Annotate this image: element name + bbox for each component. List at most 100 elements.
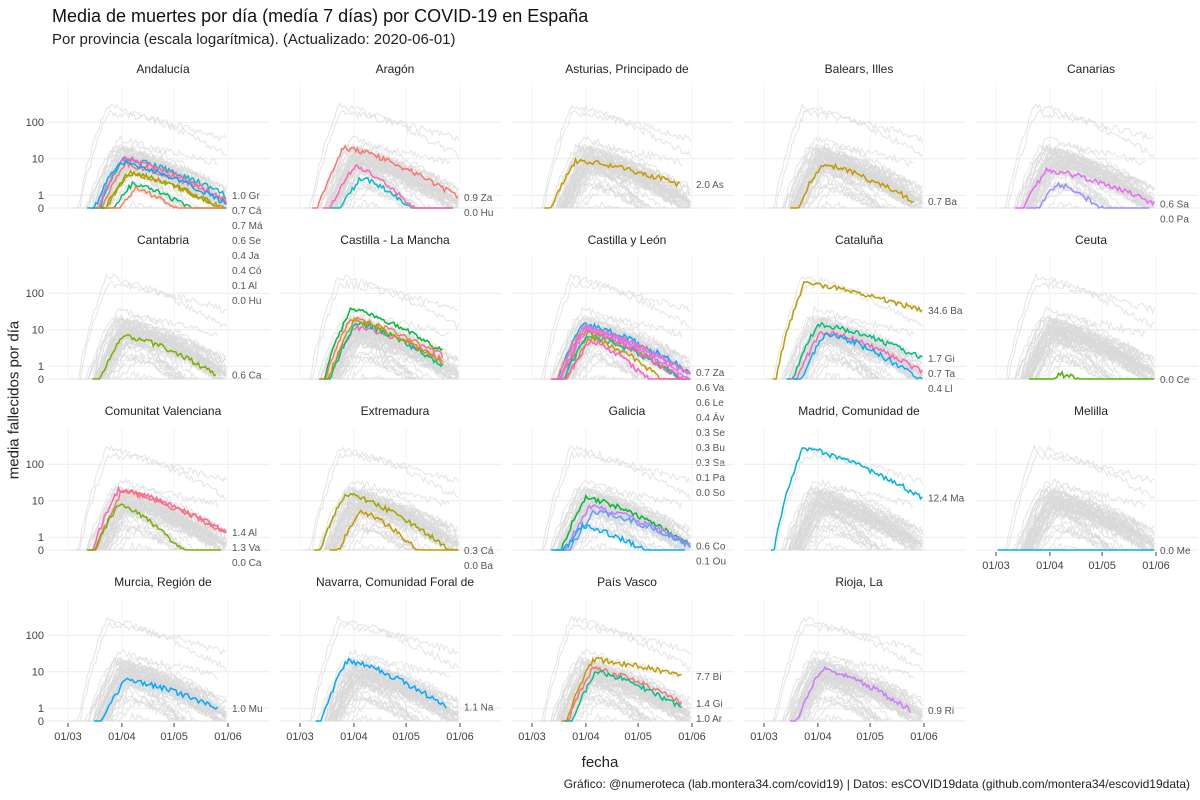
panel-title: Cataluña — [835, 233, 883, 247]
end-label: 0.6 Co — [696, 541, 726, 552]
background-line — [75, 616, 227, 722]
x-tick-label: 01/05 — [160, 731, 188, 743]
background-line — [1003, 444, 1155, 551]
background-line — [540, 109, 691, 209]
series-line — [790, 162, 914, 209]
end-label: 0.4 Ll — [928, 384, 952, 395]
series-line — [790, 665, 911, 722]
end-label: 1.4 Gi — [696, 699, 723, 710]
background-line — [101, 327, 218, 380]
background-line — [1015, 478, 1139, 551]
chart-title: Media de muertes por día (medía 7 días) … — [52, 6, 589, 26]
series-line — [87, 159, 227, 209]
series-line — [554, 493, 691, 551]
background-line — [797, 668, 914, 722]
x-tick-label: 01/03 — [750, 731, 778, 743]
x-tick-label: 01/03 — [982, 560, 1010, 572]
background-line — [779, 484, 911, 551]
series-line — [544, 156, 680, 209]
background-line — [1025, 323, 1146, 380]
panel-title: Andalucía — [136, 62, 190, 76]
background-line — [793, 664, 915, 722]
series-line — [312, 144, 459, 209]
panel-extremadura: Extremadura 0.3 Cá 0.0 Ba — [280, 404, 502, 572]
y-tick-label: 0 — [38, 203, 44, 215]
background-line — [97, 495, 218, 551]
background-line — [771, 103, 923, 209]
x-tick-label: 01/06 — [214, 731, 242, 743]
background-line — [75, 103, 227, 209]
end-label: 0.7 Za — [696, 368, 725, 379]
panel-castilla-la-mancha: Castilla - La Mancha — [280, 233, 502, 381]
background-line — [308, 279, 459, 380]
background-line — [1022, 324, 1143, 380]
background-line — [326, 163, 450, 209]
panel-aragon: Aragón 0.9 Za 0.0 Hu — [280, 62, 502, 219]
background-line — [333, 157, 450, 209]
x-tick-label: 01/06 — [678, 731, 706, 743]
panel-title: Castilla y León — [588, 233, 667, 247]
end-label: 0.0 Pa — [1160, 214, 1189, 225]
end-label: 7.7 Bi — [696, 672, 722, 683]
x-tick-label: 01/03 — [518, 731, 546, 743]
background-line — [1018, 316, 1155, 380]
background-line — [786, 488, 923, 551]
x-tick-label: 01/04 — [108, 731, 136, 743]
background-line — [1022, 502, 1155, 551]
series-line — [561, 656, 682, 722]
end-label: 0.3 Sa — [696, 458, 725, 469]
background-line — [97, 656, 219, 722]
background-line — [307, 446, 459, 551]
panel-andalucia: Andalucía 01 10 100 1.0 Gr 0.7 Cá 0.7 Má 0.6 Se… — [26, 62, 270, 307]
series-line — [87, 502, 221, 551]
y-tick-label: 10 — [32, 496, 44, 508]
panel-balears-illes: Balears, Illes 0.7 Ba — [744, 62, 966, 210]
chart-caption: Gráfico: @numeroteca (lab.montera34.com/… — [563, 777, 1190, 791]
background-line — [779, 144, 911, 209]
end-label: 0.6 Le — [696, 398, 724, 409]
end-label: 0.0 Me — [1160, 546, 1191, 557]
background-line — [790, 324, 911, 380]
series-line — [319, 315, 444, 380]
x-tick-label: 01/03 — [54, 731, 82, 743]
panel-melilla: Melilla 0.0 Me 01/03 01/04 01/05 01/06 — [976, 404, 1198, 572]
panel-title: Asturias, Principado de — [565, 62, 689, 76]
series-line — [322, 164, 453, 210]
background-line — [87, 657, 211, 722]
background-line — [322, 488, 459, 551]
background-line — [326, 505, 451, 551]
x-tick-label: 01/04 — [340, 731, 368, 743]
panel-title: Navarra, Comunidad Foral de — [316, 575, 474, 589]
background-line — [1025, 496, 1146, 551]
background-line — [783, 305, 907, 380]
background-line — [540, 280, 691, 380]
background-line — [1011, 145, 1143, 209]
background-line — [786, 145, 923, 209]
background-line — [322, 496, 459, 551]
background-line — [326, 334, 451, 380]
x-tick-label: 01/05 — [624, 731, 652, 743]
end-label: 0.4 Áv — [696, 411, 724, 424]
panel-cataluna: Cataluña 34.6 Ba 1.7 Gi 0.7 Ta 0.4 Ll — [744, 233, 966, 395]
end-label: 1.0 Mu — [232, 704, 263, 715]
panel-title: Cantabria — [137, 233, 189, 247]
chart-subtitle: Por provincia (escala logarítmica). (Act… — [52, 31, 456, 48]
background-line — [790, 673, 923, 722]
panel-title: Canarias — [1067, 62, 1115, 76]
background-line — [75, 273, 227, 380]
end-label: 0.1 Al — [232, 281, 257, 292]
background-line — [1003, 102, 1155, 209]
background-line — [87, 145, 227, 209]
series-line — [561, 665, 683, 722]
panel-cantabria: Cantabria 01 10 100 0.6 Ca — [26, 233, 270, 386]
y-tick-label: 0 — [38, 716, 44, 728]
panel-rioja-la: Rioja, La 0.9 Ri 01/03 01/04 01/05 01/06 — [744, 575, 966, 743]
background-line — [772, 451, 923, 551]
background-line — [786, 659, 923, 722]
y-tick-label: 1 — [38, 703, 44, 715]
background-line — [797, 157, 915, 209]
background-line — [540, 622, 691, 722]
background-line — [539, 614, 691, 722]
background-line — [777, 150, 923, 209]
end-label: 0.0 Ce — [1160, 375, 1190, 386]
